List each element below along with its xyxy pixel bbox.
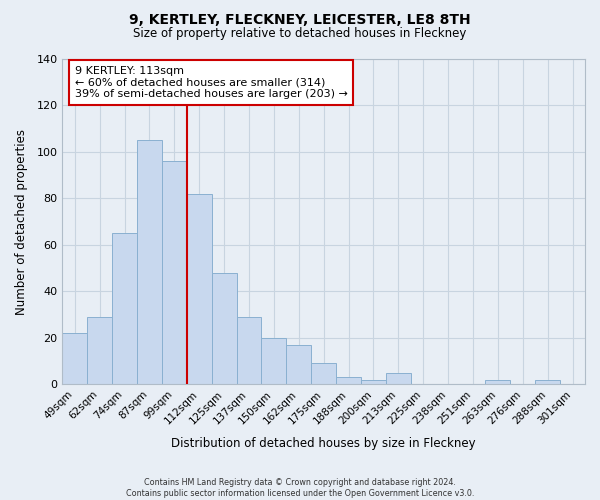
Text: Contains HM Land Registry data © Crown copyright and database right 2024.
Contai: Contains HM Land Registry data © Crown c…	[126, 478, 474, 498]
Text: 9 KERTLEY: 113sqm
← 60% of detached houses are smaller (314)
39% of semi-detache: 9 KERTLEY: 113sqm ← 60% of detached hous…	[75, 66, 347, 99]
Bar	[336, 377, 361, 384]
X-axis label: Distribution of detached houses by size in Fleckney: Distribution of detached houses by size …	[172, 437, 476, 450]
Bar	[361, 380, 386, 384]
Bar	[62, 333, 87, 384]
Bar	[485, 380, 511, 384]
Bar	[137, 140, 162, 384]
Bar	[212, 272, 236, 384]
Bar	[262, 338, 286, 384]
Bar	[535, 380, 560, 384]
Y-axis label: Number of detached properties: Number of detached properties	[15, 128, 28, 314]
Bar	[112, 233, 137, 384]
Bar	[187, 194, 212, 384]
Bar	[286, 344, 311, 384]
Bar	[236, 317, 262, 384]
Bar	[87, 317, 112, 384]
Bar	[386, 372, 411, 384]
Bar	[162, 161, 187, 384]
Text: 9, KERTLEY, FLECKNEY, LEICESTER, LE8 8TH: 9, KERTLEY, FLECKNEY, LEICESTER, LE8 8TH	[129, 12, 471, 26]
Text: Size of property relative to detached houses in Fleckney: Size of property relative to detached ho…	[133, 28, 467, 40]
Bar	[311, 364, 336, 384]
